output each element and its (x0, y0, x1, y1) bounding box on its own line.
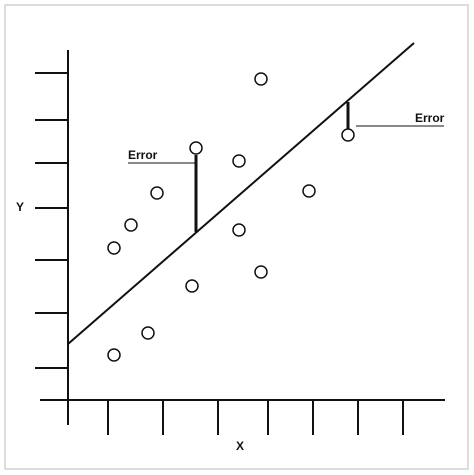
error-label: Error (415, 111, 445, 125)
axes (35, 50, 445, 435)
error-2: Error (346, 102, 445, 129)
frame (4, 4, 469, 470)
x-axis-label: X (236, 439, 244, 453)
points (107, 72, 355, 362)
regression-line (67, 42, 415, 345)
y-axis-label: Y (16, 200, 24, 214)
y-ticks (35, 72, 68, 369)
x-ticks (107, 400, 404, 435)
error-1: Error (128, 148, 198, 232)
error-label: Error (128, 148, 158, 162)
